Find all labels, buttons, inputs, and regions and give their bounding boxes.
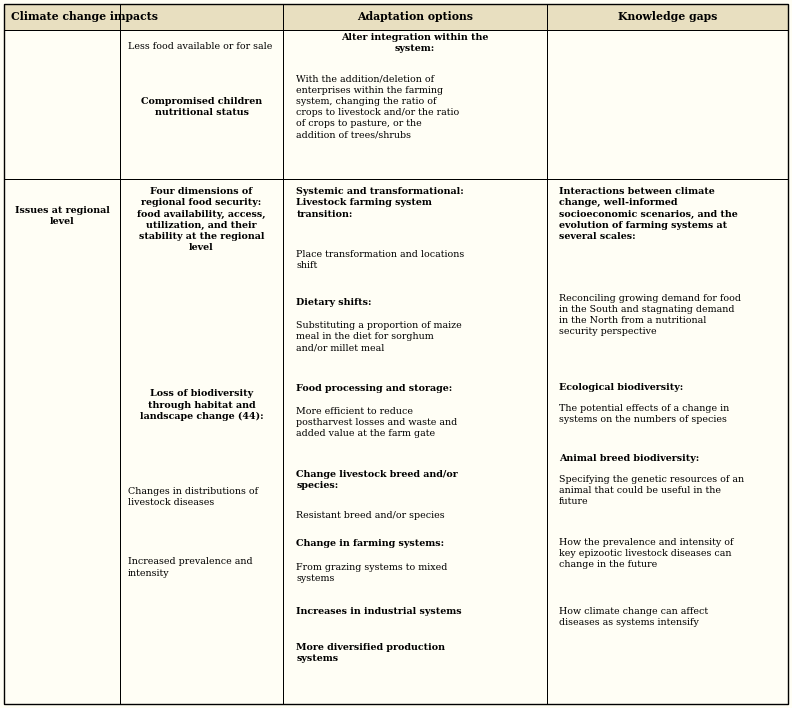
Text: From grazing systems to mixed
systems: From grazing systems to mixed systems (296, 563, 447, 583)
Text: How climate change can affect
diseases as systems intensify: How climate change can affect diseases a… (558, 607, 708, 627)
Text: Issues at regional
level: Issues at regional level (14, 206, 109, 226)
Text: Alter integration within the
system:: Alter integration within the system: (341, 33, 489, 53)
Bar (546, 179, 788, 704)
Bar (120, 179, 283, 704)
Text: How the prevalence and intensity of
key epizootic livestock diseases can
change : How the prevalence and intensity of key … (558, 538, 733, 569)
Text: Knowledge gaps: Knowledge gaps (618, 11, 717, 23)
Text: Increases in industrial systems: Increases in industrial systems (296, 607, 462, 617)
Bar (546, 4, 788, 30)
Text: Increased prevalence and
intensity: Increased prevalence and intensity (128, 557, 253, 578)
Text: Animal breed biodiversity:: Animal breed biodiversity: (558, 454, 699, 462)
Text: Specifying the genetic resources of an
animal that could be useful in the
future: Specifying the genetic resources of an a… (558, 475, 744, 506)
Bar (4, 179, 120, 704)
Text: More diversified production
systems: More diversified production systems (296, 643, 445, 663)
Bar (120, 30, 283, 179)
Text: Change livestock breed and/or
species:: Change livestock breed and/or species: (296, 470, 458, 490)
Text: Loss of biodiversity
through habitat and
landscape change (44):: Loss of biodiversity through habitat and… (139, 389, 264, 421)
Text: Less food available or for sale: Less food available or for sale (128, 42, 272, 51)
Text: Climate change impacts: Climate change impacts (11, 11, 158, 23)
Text: Interactions between climate
change, well-informed
socioeconomic scenarios, and : Interactions between climate change, wel… (558, 188, 737, 241)
Text: Food processing and storage:: Food processing and storage: (296, 384, 452, 393)
Text: Systemic and transformational:
Livestock farming system
transition:: Systemic and transformational: Livestock… (296, 188, 464, 219)
Text: Changes in distributions of
livestock diseases: Changes in distributions of livestock di… (128, 486, 258, 507)
Text: With the addition/deletion of
enterprises within the farming
system, changing th: With the addition/deletion of enterprise… (296, 75, 459, 139)
Bar (4, 30, 120, 179)
Bar (4, 4, 283, 30)
Text: Dietary shifts:: Dietary shifts: (296, 297, 371, 307)
Bar (546, 30, 788, 179)
Text: More efficient to reduce
postharvest losses and waste and
added value at the far: More efficient to reduce postharvest los… (296, 407, 458, 438)
Bar (283, 179, 546, 704)
Text: Compromised children
nutritional status: Compromised children nutritional status (141, 98, 262, 118)
Text: Substituting a proportion of maize
meal in the diet for sorghum
and/or millet me: Substituting a proportion of maize meal … (296, 321, 462, 353)
Text: Place transformation and locations
shift: Place transformation and locations shift (296, 251, 465, 270)
Text: The potential effects of a change in
systems on the numbers of species: The potential effects of a change in sys… (558, 404, 729, 424)
Text: Resistant breed and/or species: Resistant breed and/or species (296, 511, 445, 520)
Text: Ecological biodiversity:: Ecological biodiversity: (558, 382, 683, 392)
Bar (283, 30, 546, 179)
Text: Four dimensions of
regional food security:
food availability, access,
utilizatio: Four dimensions of regional food securit… (137, 188, 266, 252)
Text: Change in farming systems:: Change in farming systems: (296, 539, 444, 548)
Text: Adaptation options: Adaptation options (357, 11, 473, 23)
Text: Reconciling growing demand for food
in the South and stagnating demand
in the No: Reconciling growing demand for food in t… (558, 294, 741, 336)
Bar (283, 4, 546, 30)
